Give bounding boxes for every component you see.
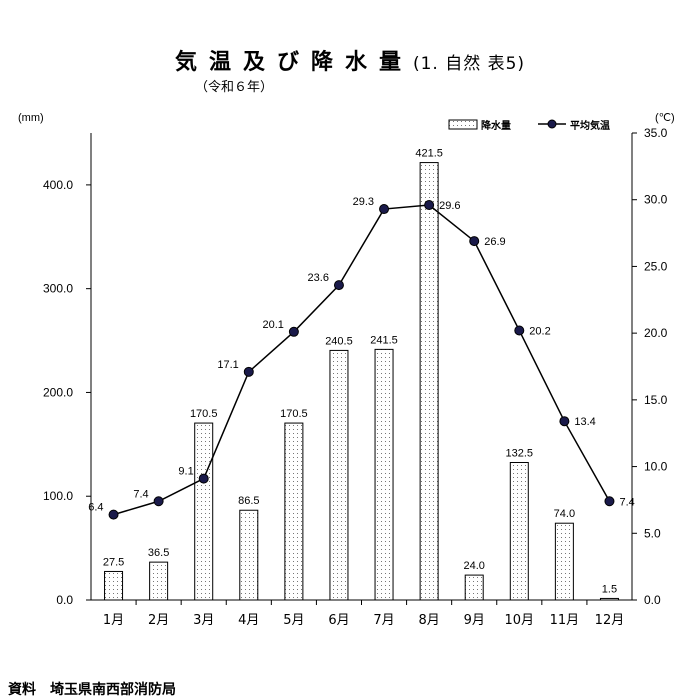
y-left-tick-label: 100.0 [43,489,73,503]
source-note: 資料 埼玉県南西部消防局 [8,682,176,698]
y-left-tick-label: 300.0 [43,282,73,296]
bar-value-label: 170.5 [280,408,308,420]
bar-value-label: 241.5 [370,334,398,346]
bar-precipitation [374,348,394,601]
line-value-label: 23.6 [308,272,329,284]
line-point-temperature [604,496,615,507]
line-value-label: 7.4 [619,496,634,508]
x-tick-label: 10月 [505,613,535,628]
y-right-tick-label: 0.0 [644,593,661,607]
x-tick-label: 5月 [283,613,304,628]
line-value-label: 20.1 [262,319,283,331]
bar-precipitation [509,461,529,601]
y-right-tick-label: 15.0 [644,393,668,407]
x-tick-label: 7月 [373,613,394,628]
x-tick-label: 3月 [193,613,214,628]
y-right-tick-label: 20.0 [644,326,668,340]
line-value-label: 6.4 [88,502,103,514]
legend-swatch-marker [547,119,557,129]
line-point-temperature [379,204,390,215]
y-right-unit: (℃) [655,112,675,124]
bar-precipitation [284,422,304,601]
y-right-tick-label: 25.0 [644,259,668,273]
bar-value-label: 421.5 [415,148,443,160]
bar-value-label: 86.5 [238,495,259,507]
title-suffix: (1. 自然 表5) [412,54,526,74]
y-left-tick-label: 400.0 [43,178,73,192]
bar-precipitation [554,522,574,601]
x-tick-label: 8月 [418,613,439,628]
line-point-temperature [559,416,570,427]
line-value-label: 29.3 [353,196,374,208]
bar-value-label: 1.5 [602,583,617,595]
legend-label-line: 平均気温 [570,119,610,132]
x-tick-label: 12月 [595,613,625,628]
y-right-tick-label: 30.0 [644,193,668,207]
bar-value-label: 36.5 [148,547,169,559]
bar-precipitation [104,570,124,601]
x-tick-label: 4月 [238,613,259,628]
bar-value-label: 24.0 [463,560,484,572]
line-point-temperature [424,200,435,211]
x-tick-label: 9月 [464,613,485,628]
line-point-temperature [288,326,299,337]
bar-value-label: 240.5 [325,335,353,347]
y-left-unit: (mm) [18,112,44,124]
chart-title: 気温及び降水量(1. 自然 表5) [0,44,700,76]
x-tick-label: 6月 [328,613,349,628]
line-point-temperature [153,496,164,507]
line-point-temperature [108,509,119,520]
line-value-label: 7.4 [133,488,148,500]
line-point-temperature [514,325,525,336]
bar-precipitation [239,509,259,601]
line-temperature [113,204,611,516]
bar-value-label: 132.5 [506,447,534,459]
y-right-tick-label: 5.0 [644,526,661,540]
bar-value-label: 170.5 [190,408,218,420]
line-value-label: 9.1 [178,466,193,478]
line-value-label: 29.6 [439,200,460,212]
line-point-temperature [469,236,480,247]
y-right-tick-label: 35.0 [644,126,668,140]
y-left-tick-label: 200.0 [43,385,73,399]
y-right-tick-label: 10.0 [644,460,668,474]
y-left-tick-label: 0.0 [56,593,73,607]
title-main: 気温及び降水量 [174,50,413,75]
legend-label-bar: 降水量 [481,119,511,132]
bar-precipitation [329,349,349,601]
line-value-label: 13.4 [574,416,595,428]
line-point-temperature [243,366,254,377]
bar-precipitation [599,597,619,601]
bar-precipitation [419,162,439,601]
bar-precipitation [149,561,169,601]
chart-subtitle: （令和６年） [195,80,274,95]
x-tick-label: 2月 [148,613,169,628]
bar-value-label: 27.5 [103,556,124,568]
line-value-label: 20.2 [529,325,550,337]
bar-precipitation [194,422,214,601]
line-value-label: 26.9 [484,236,505,248]
bar-value-label: 74.0 [554,508,575,520]
bar-precipitation [464,574,484,601]
x-tick-label: 11月 [550,613,580,628]
legend-swatch-bar [448,119,478,130]
line-value-label: 17.1 [217,359,238,371]
line-point-temperature [333,280,344,291]
x-tick-label: 1月 [103,613,124,628]
line-point-temperature [198,473,209,484]
